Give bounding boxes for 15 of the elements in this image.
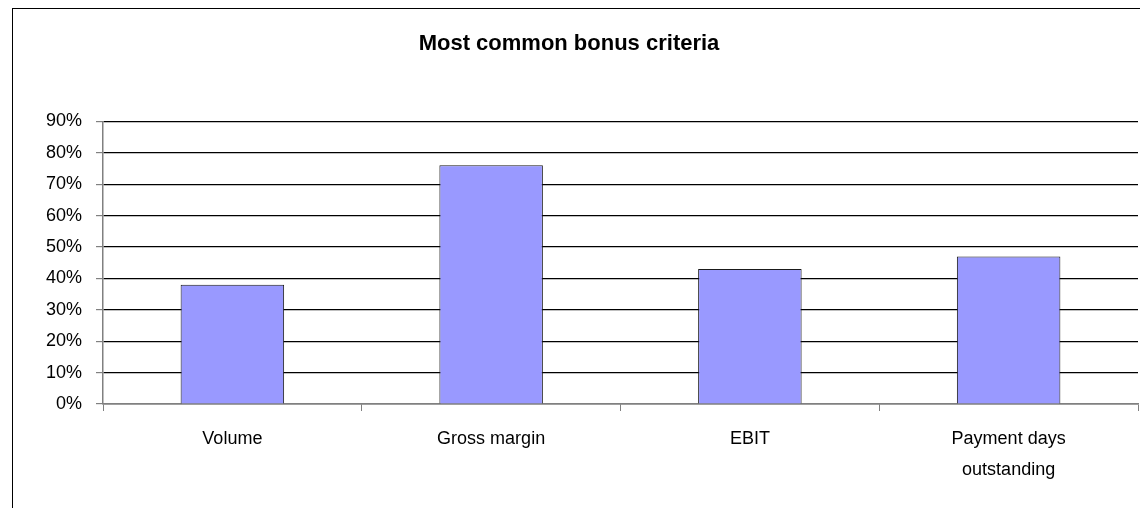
y-tick-label: 60% bbox=[45, 204, 82, 225]
x-tick-label: Volume bbox=[202, 427, 263, 448]
y-tick-label: 40% bbox=[45, 267, 82, 288]
x-tick-label: Gross margin bbox=[437, 427, 546, 448]
x-tick-label: EBIT bbox=[729, 427, 770, 448]
y-tick-label: 20% bbox=[45, 330, 82, 351]
y-tick-label: 10% bbox=[45, 361, 82, 382]
x-tick-label: Payment days outstanding bbox=[951, 427, 1066, 480]
chart-title: Most common bonus criteria bbox=[418, 30, 721, 56]
y-tick-label: 70% bbox=[45, 173, 82, 194]
y-tick-label: 80% bbox=[45, 141, 82, 162]
y-tick-label: 0% bbox=[55, 392, 82, 413]
y-tick-label: 50% bbox=[45, 235, 82, 256]
y-tick-label: 30% bbox=[45, 298, 82, 319]
y-tick-label: 90% bbox=[45, 110, 82, 131]
